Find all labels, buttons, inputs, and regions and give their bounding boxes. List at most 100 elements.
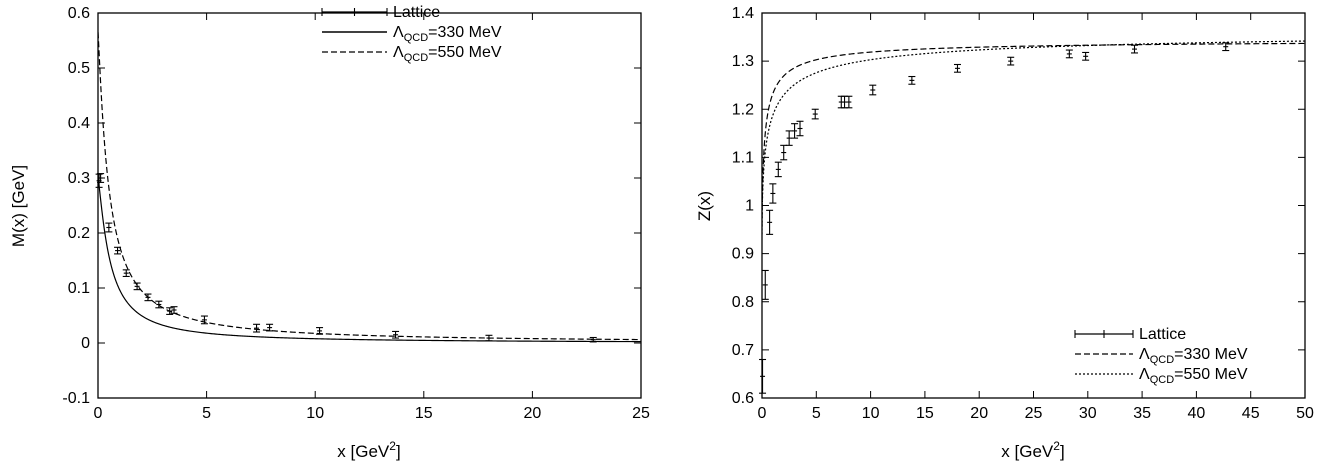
lattice-point xyxy=(266,323,274,332)
model-curve-dashed xyxy=(98,32,641,341)
y-tick-label: -0.1 xyxy=(62,390,90,407)
lattice-point xyxy=(114,246,122,255)
y-tick-label: 0.4 xyxy=(68,115,90,132)
x-tick-label: 0 xyxy=(758,405,767,422)
lattice-point xyxy=(1065,49,1073,59)
legend-entry: ΛQCD=330 MeV xyxy=(1075,346,1248,366)
lattice-point xyxy=(316,327,324,335)
plot-frame xyxy=(761,12,1306,399)
lattice-point xyxy=(1130,44,1138,54)
y-tick-label: 0.6 xyxy=(732,390,754,407)
x-tick-label: 50 xyxy=(1296,405,1314,422)
lattice-point xyxy=(392,330,400,339)
y-tick-label: 0.9 xyxy=(732,246,754,263)
y-axis-label: M(x) [GeV] xyxy=(9,165,28,247)
z-of-x-chart: 0 5 10 15 20 25 30 35 40 45 50 0.6 0.7 0.8 0.9 1 1.1 1.2 1… xyxy=(695,5,1314,461)
lattice-points xyxy=(759,42,1230,394)
x-tick-label: 0 xyxy=(94,405,103,422)
lattice-point xyxy=(1082,51,1090,61)
x-axis-label: x [GeV2] xyxy=(337,439,400,461)
lattice-points xyxy=(95,173,597,343)
m-of-x-chart: 0 5 10 15 20 25-0.100.10.20.30.40.50.6 x [GeV… xyxy=(9,4,650,461)
tick-labels: 0 5 10 15 20 25-0.100.10.20.30.40.50.6 xyxy=(62,5,650,422)
y-tick-label: 0.3 xyxy=(68,170,90,187)
x-tick-label: 5 xyxy=(202,405,211,422)
model-curves xyxy=(98,32,641,343)
tick-marks xyxy=(761,12,1306,399)
lattice-point xyxy=(1222,42,1230,52)
lattice-point xyxy=(908,75,916,85)
y-tick-label: 1.3 xyxy=(732,53,754,70)
legend-entry: ΛQCD=550 MeV xyxy=(322,44,502,64)
y-tick-label: 0.1 xyxy=(68,280,90,297)
lattice-point xyxy=(170,306,178,314)
x-tick-label: 40 xyxy=(1188,405,1206,422)
lattice-point xyxy=(95,173,103,188)
lattice-point xyxy=(155,300,163,309)
lattice-point xyxy=(845,95,853,109)
y-tick-label: 0.8 xyxy=(732,294,754,311)
y-axis-label: Z(x) xyxy=(695,191,714,221)
x-tick-label: 15 xyxy=(916,405,934,422)
x-tick-label: 10 xyxy=(862,405,880,422)
lattice-point xyxy=(133,282,141,291)
model-curve-dotted xyxy=(762,40,1305,235)
lattice-point xyxy=(105,222,113,233)
lattice-point xyxy=(953,63,961,73)
x-axis-label: x [GeV2] xyxy=(1001,439,1064,461)
legend-label: Lattice xyxy=(1139,326,1186,343)
lattice-point xyxy=(122,269,130,278)
y-tick-label: 0.5 xyxy=(68,60,90,77)
lattice-point xyxy=(796,120,804,137)
x-tick-label: 30 xyxy=(1079,405,1097,422)
lattice-point xyxy=(785,130,793,146)
legend-label: ΛQCD=550 MeV xyxy=(1139,366,1248,386)
legend-label: ΛQCD=330 MeV xyxy=(393,24,502,44)
tick-labels: 0 5 10 15 20 25 30 35 40 45 50 0.6 0.7 0.8 0.9 1 1.1 1.2 1… xyxy=(732,5,1314,422)
lattice-point xyxy=(761,269,769,300)
x-tick-label: 25 xyxy=(632,405,650,422)
model-curve-dashed xyxy=(762,42,1305,228)
legend-entry: ΛQCD=330 MeV xyxy=(322,24,502,44)
lattice-point xyxy=(769,183,777,204)
lattice-point xyxy=(485,334,493,342)
x-tick-label: 15 xyxy=(415,405,433,422)
x-tick-label: 35 xyxy=(1133,405,1151,422)
x-tick-label: 20 xyxy=(970,405,988,422)
y-tick-label: 0 xyxy=(81,335,90,352)
legend-label: ΛQCD=550 MeV xyxy=(393,44,502,64)
y-tick-label: 1.2 xyxy=(732,101,754,118)
lattice-point xyxy=(200,315,208,325)
x-tick-label: 20 xyxy=(524,405,542,422)
lattice-point xyxy=(774,161,782,178)
tick-marks xyxy=(97,12,642,399)
lattice-point xyxy=(97,173,105,183)
lattice-point xyxy=(811,108,819,120)
lattice-point xyxy=(589,336,597,343)
x-tick-label: 5 xyxy=(812,405,821,422)
y-tick-label: 1 xyxy=(745,198,754,215)
y-tick-label: 0.2 xyxy=(68,225,90,242)
x-tick-label: 10 xyxy=(306,405,324,422)
lattice-point xyxy=(766,209,774,235)
legend-label: Lattice xyxy=(393,4,440,21)
y-tick-label: 1.1 xyxy=(732,149,754,166)
lattice-point xyxy=(253,323,261,333)
lattice-point xyxy=(144,293,152,302)
lattice-point xyxy=(1007,56,1015,66)
legend-entry: Lattice xyxy=(321,4,440,21)
model-curves xyxy=(762,40,1305,235)
legend-entry: ΛQCD=550 MeV xyxy=(1075,366,1248,386)
x-tick-label: 45 xyxy=(1242,405,1260,422)
y-tick-label: 0.7 xyxy=(732,342,754,359)
legend-entry: Lattice xyxy=(1074,326,1186,343)
lattice-point xyxy=(759,358,767,394)
model-curve-solid xyxy=(98,177,641,343)
plot-frame xyxy=(97,12,642,399)
lattice-point xyxy=(166,307,174,315)
lattice-point xyxy=(869,84,877,96)
legend-label: ΛQCD=330 MeV xyxy=(1139,346,1248,366)
